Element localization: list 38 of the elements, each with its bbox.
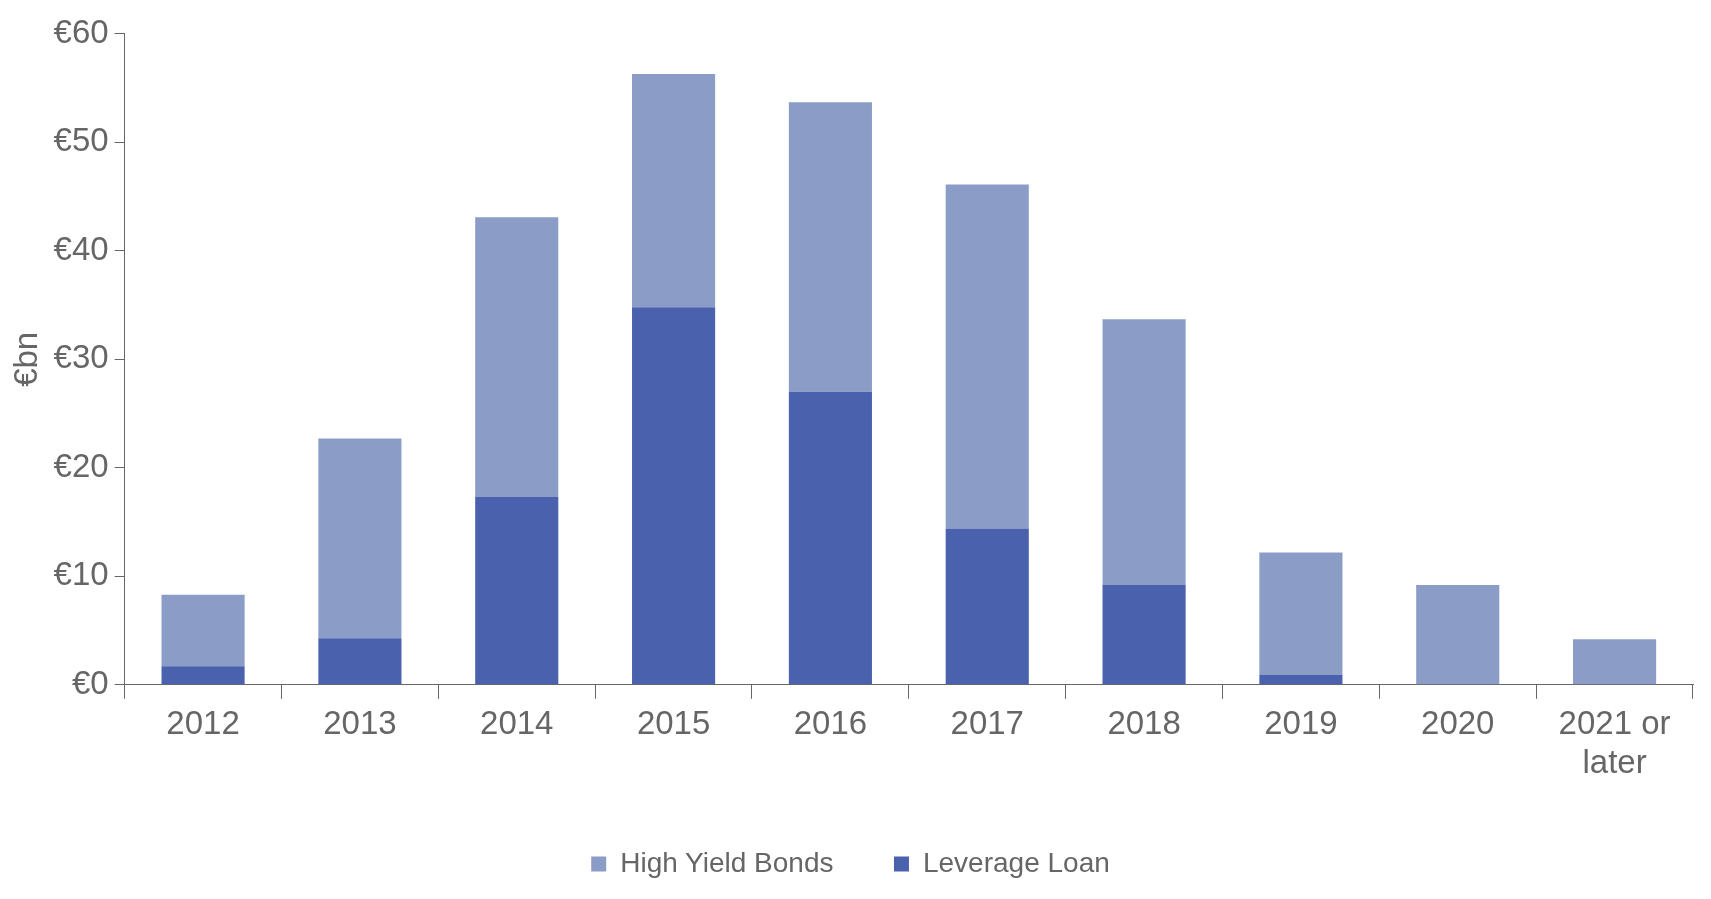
x-tick-label: 2012	[166, 703, 240, 741]
legend-label: Leverage Loan	[922, 846, 1110, 878]
x-tick-label: 2014	[480, 703, 554, 741]
y-tick-label: €10	[53, 555, 109, 593]
bar	[945, 184, 1029, 529]
y-axis-title: €bn	[6, 331, 44, 387]
bar	[1259, 552, 1343, 676]
bar	[1102, 319, 1186, 585]
x-tick-label: 2015	[636, 703, 711, 741]
bar	[632, 73, 716, 308]
bar	[1416, 584, 1500, 685]
bar	[475, 497, 559, 685]
x-tick-label: 2013	[323, 703, 397, 741]
x-tick-label: 2018	[1107, 703, 1181, 741]
x-tick-label: 2016	[793, 703, 868, 741]
bar	[161, 594, 245, 667]
x-tick-label: 2019	[1264, 703, 1338, 741]
bar	[318, 638, 402, 685]
x-tick-label: 2021 or later	[1558, 703, 1671, 781]
bar	[788, 102, 872, 392]
bar	[632, 307, 716, 685]
y-tick-label: €50	[53, 121, 109, 159]
y-tick-label: €20	[53, 446, 109, 484]
bar	[1259, 675, 1343, 685]
x-tick-label: 2020	[1421, 703, 1495, 741]
bar	[318, 438, 402, 639]
bar	[161, 666, 245, 685]
bar	[475, 217, 559, 498]
bar	[945, 528, 1029, 685]
y-tick-label: €40	[53, 229, 109, 267]
bar	[1102, 584, 1186, 685]
y-tick-label: €60	[53, 12, 109, 50]
x-tick-label: 2017	[950, 703, 1024, 741]
bar	[788, 391, 872, 685]
legend-label: High Yield Bonds	[620, 846, 834, 878]
y-tick-label: €0	[71, 663, 109, 701]
y-tick-label: €30	[53, 338, 109, 376]
bar	[1573, 639, 1657, 685]
